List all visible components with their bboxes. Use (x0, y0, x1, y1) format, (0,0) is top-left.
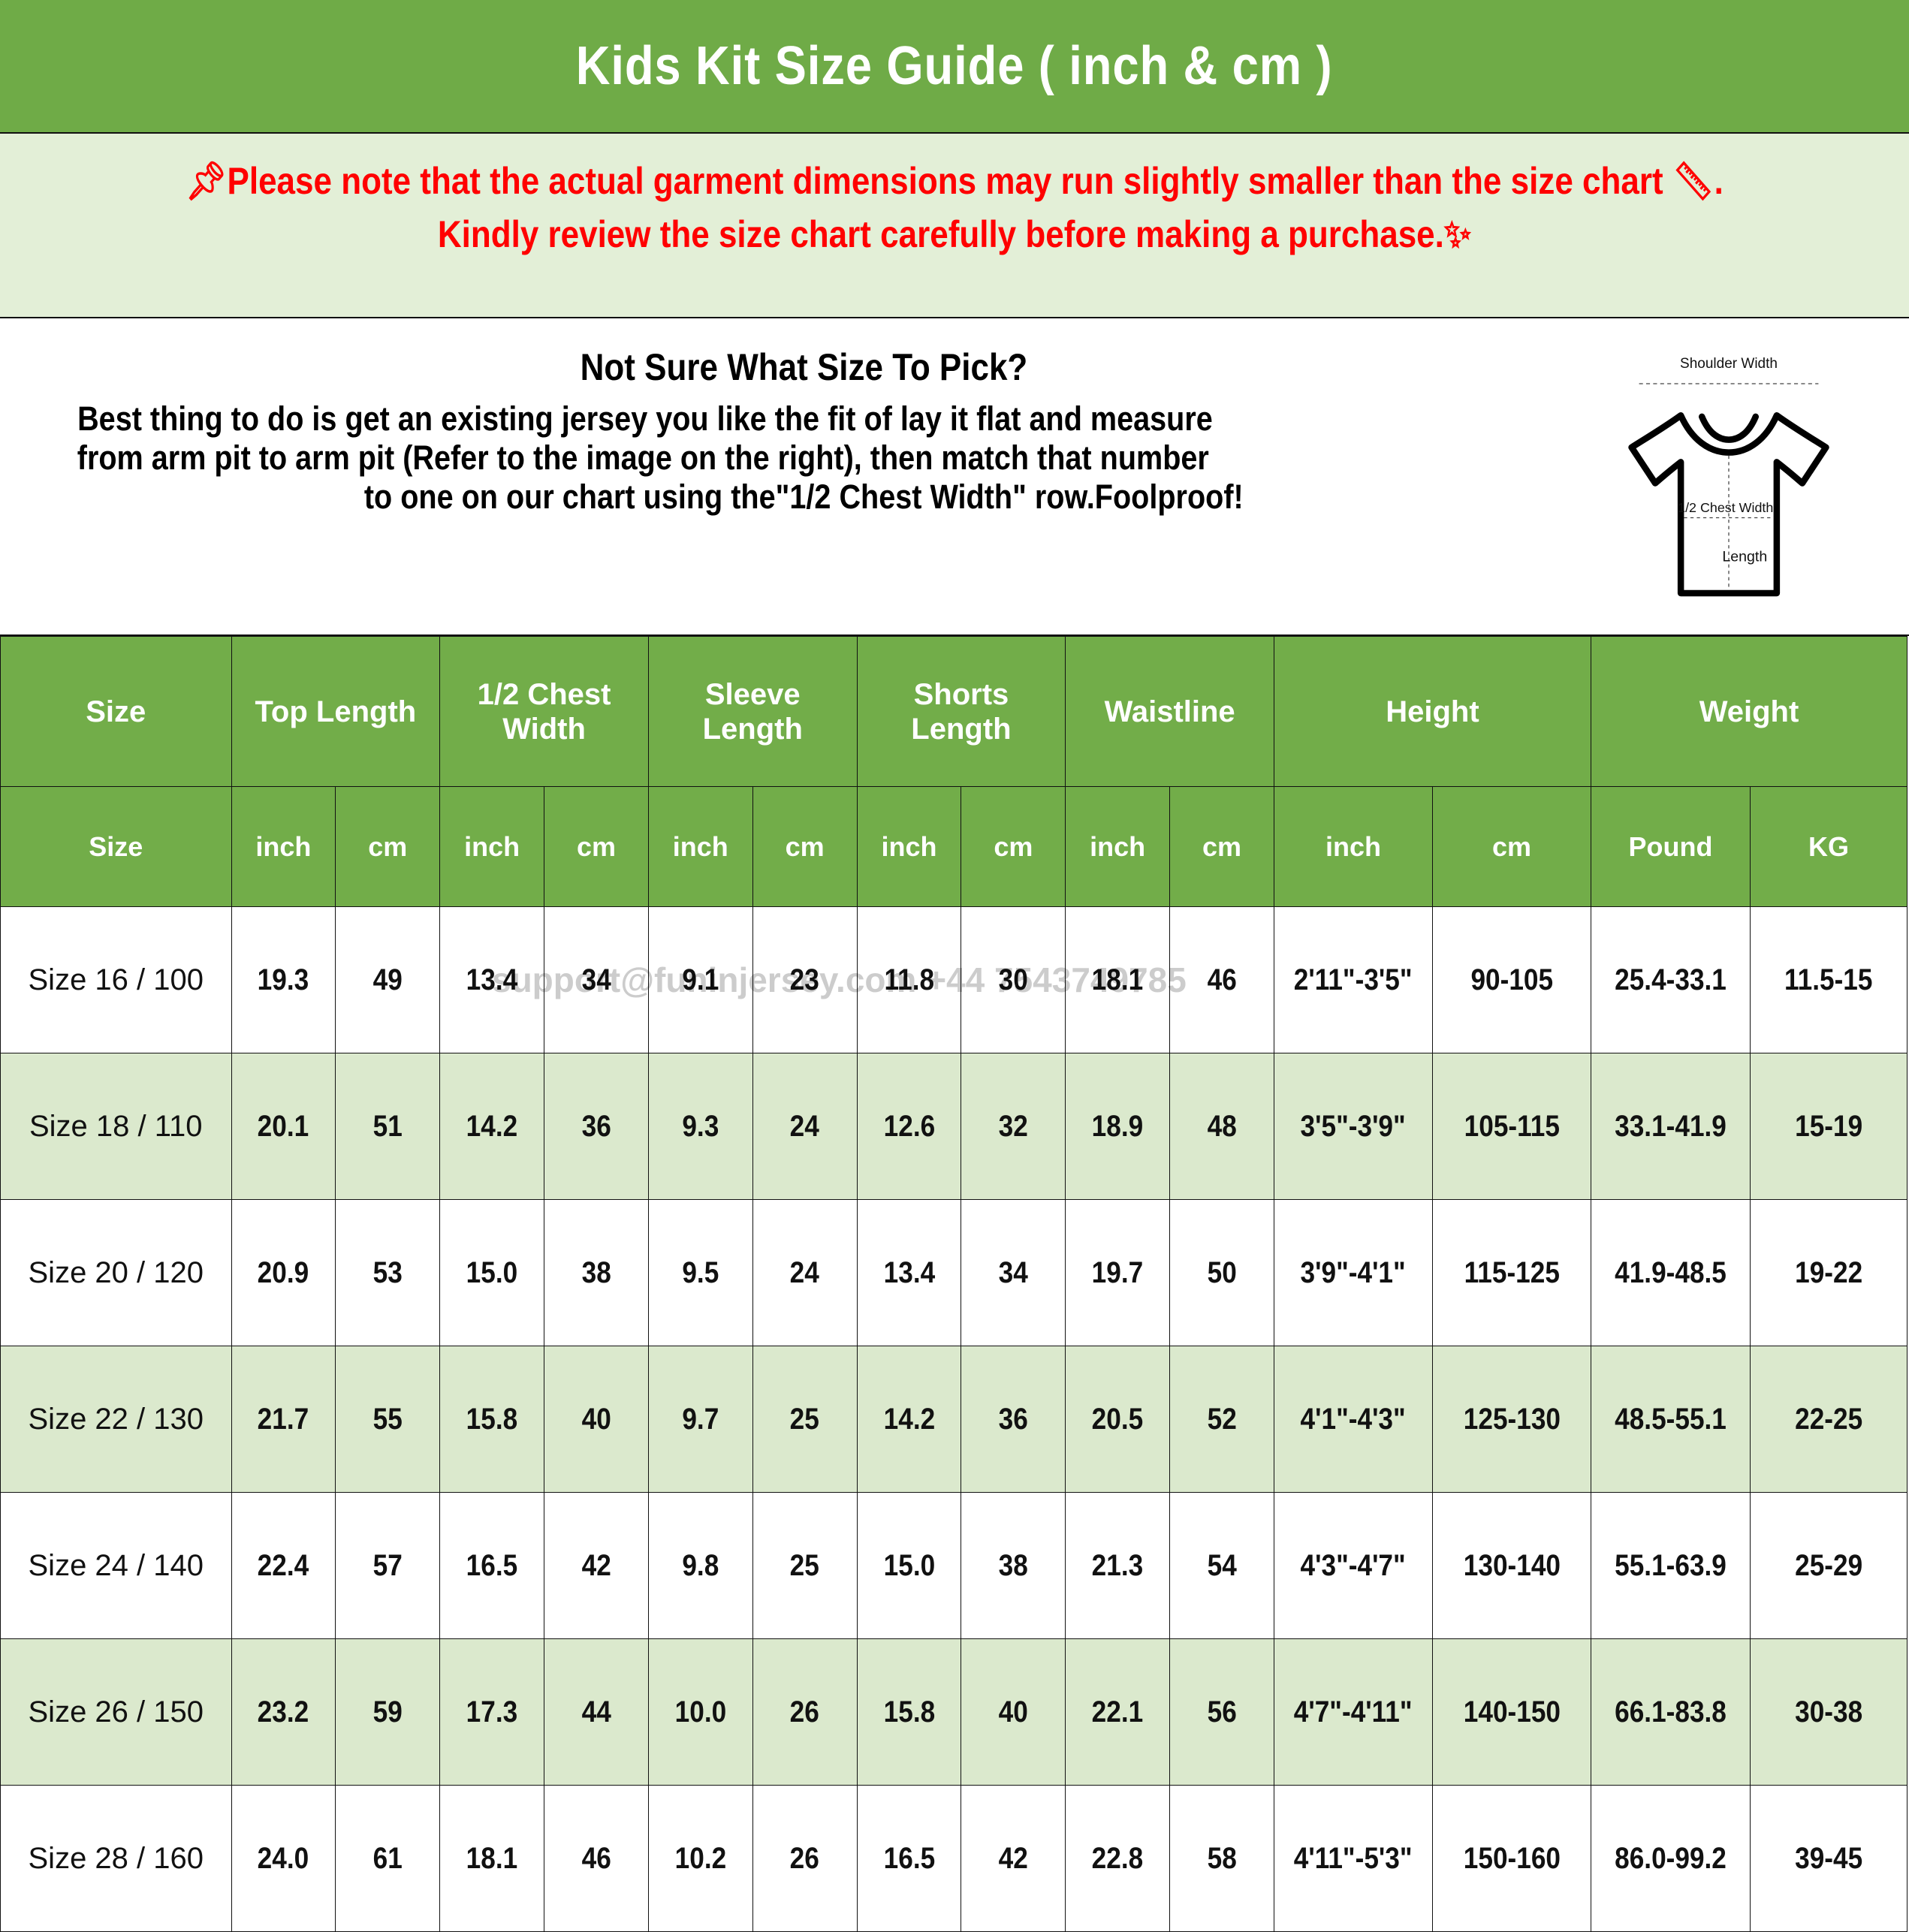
svg-text:1/2 Chest Width: 1/2 Chest Width (1678, 500, 1773, 515)
svg-text:Length: Length (1722, 548, 1767, 565)
